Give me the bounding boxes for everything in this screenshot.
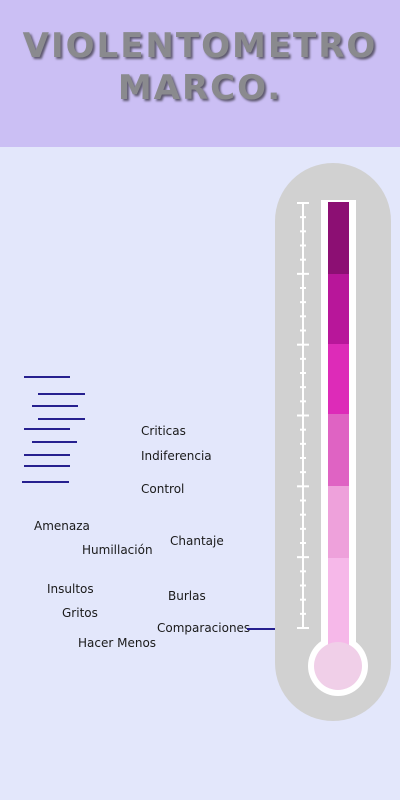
label-hacer-menos: Hacer Menos: [78, 636, 157, 650]
decorative-dash: [24, 428, 70, 430]
label-chantaje: Chantaje: [170, 534, 224, 548]
label-amenaza: Amenaza: [34, 519, 90, 533]
decorative-dash: [32, 441, 77, 443]
thermometer-segment-3: [328, 344, 349, 414]
thermometer-segment-2: [328, 274, 349, 344]
label-humillacion: Humillación: [82, 543, 153, 557]
decorative-dash: [38, 418, 85, 420]
decorative-dash: [22, 481, 69, 483]
label-gritos: Gritos: [62, 606, 98, 620]
decorative-dash: [38, 393, 85, 395]
decorative-dash: [32, 405, 78, 407]
thermometer-segment-1: [328, 202, 349, 274]
thermometer-segment-6: [328, 558, 349, 646]
label-criticas: Criticas: [141, 424, 186, 438]
thermometer-scale: [297, 202, 309, 629]
title-line-2: MARCO.: [117, 68, 283, 108]
title-line-1: VIOLENTOMETRO: [22, 26, 378, 66]
thermometer-segment-4: [328, 414, 349, 486]
label-control: Control: [141, 482, 185, 496]
decorative-dash: [24, 454, 70, 456]
comparaciones-pointer-line: [247, 628, 290, 630]
label-insultos: Insultos: [47, 582, 94, 596]
header-banner: VIOLENTOMETRO MARCO.: [0, 0, 400, 147]
thermometer-bulb: [314, 642, 362, 690]
decorative-dash: [24, 376, 70, 378]
decorative-dash: [24, 465, 70, 467]
label-burlas: Burlas: [168, 589, 206, 603]
label-indiferencia: Indiferencia: [141, 449, 212, 463]
thermometer-segment-5: [328, 486, 349, 558]
label-comparaciones: Comparaciones: [157, 621, 251, 635]
